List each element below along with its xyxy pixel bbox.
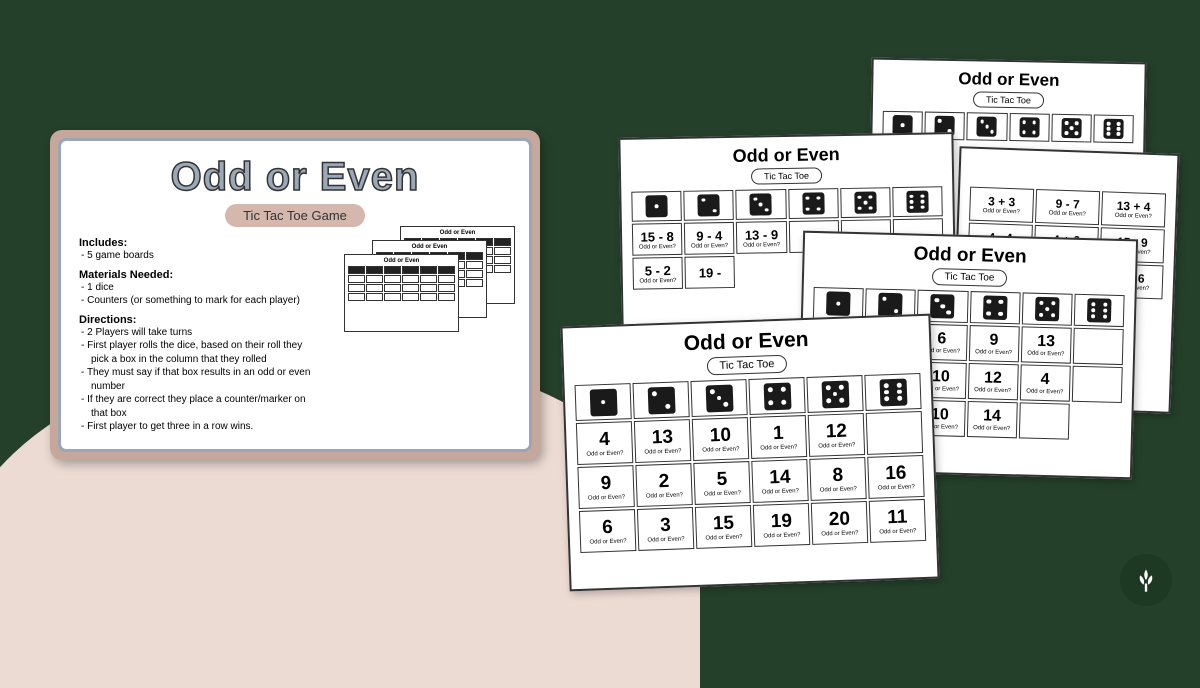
directions-heading: Directions: [79, 314, 319, 326]
worksheet-front: Odd or Even Tic Tac Toe 4Odd or Even? 13… [560, 314, 939, 592]
list-item: 1 dice [91, 281, 319, 295]
includes-heading: Includes: [79, 237, 319, 249]
list-item: First player rolls the dice, based on th… [91, 339, 319, 366]
list-item: 5 game boards [91, 249, 319, 263]
card-title: Odd or Even [79, 155, 511, 200]
ws-title: Odd or Even [631, 142, 942, 168]
list-item: They must say if that box results in an … [91, 366, 319, 393]
ws-sub: Tic Tac Toe [706, 355, 787, 376]
ws-grid: 4Odd or Even? 13Odd or Even? 10Odd or Ev… [575, 373, 927, 553]
ws-sub: Tic Tac Toe [931, 268, 1007, 287]
list-item: Counters (or something to mark for each … [91, 294, 319, 308]
ws-title: Odd or Even [573, 324, 920, 360]
ws-sub: Tic Tac Toe [973, 91, 1044, 108]
ws-title: Odd or Even [814, 241, 1125, 271]
brand-logo-icon [1120, 554, 1172, 606]
mini-preview-stack: Odd or Even Odd or Even Odd or Even [335, 226, 515, 321]
ws-title: Odd or Even [883, 68, 1134, 92]
ws-sub: Tic Tac Toe [751, 167, 822, 184]
list-item: 2 Players will take turns [91, 326, 319, 340]
list-item: If they are correct they place a counter… [91, 393, 319, 420]
list-item: First player to get three in a row wins. [91, 420, 319, 434]
card-subtitle: Tic Tac Toe Game [225, 204, 365, 227]
instruction-card: Odd or Even Tic Tac Toe Game Includes: 5… [50, 130, 540, 460]
materials-heading: Materials Needed: [79, 269, 319, 281]
